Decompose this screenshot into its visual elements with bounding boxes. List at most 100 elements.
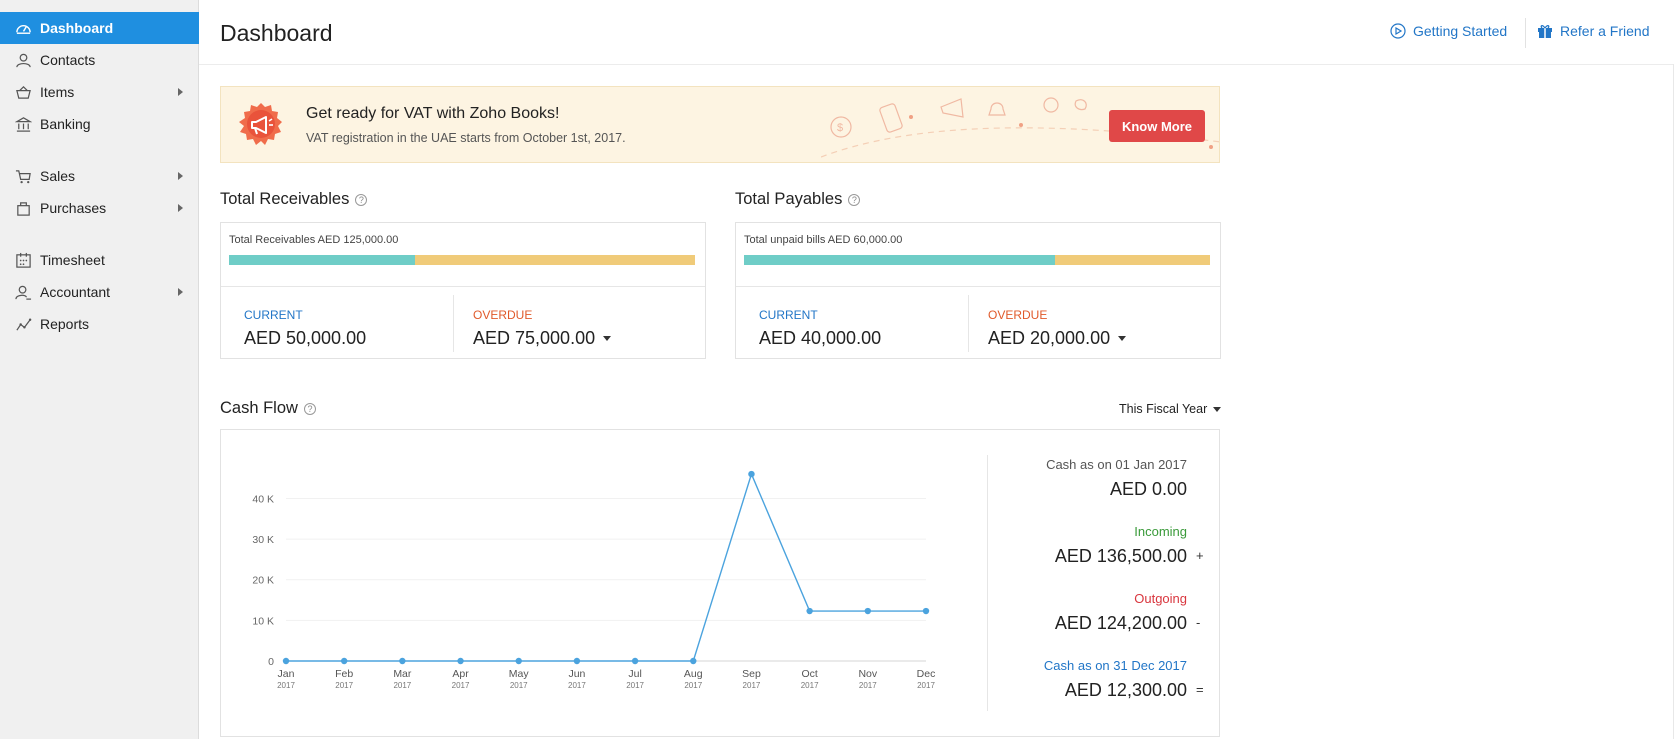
sidebar-item-accountant[interactable]: Accountant xyxy=(0,276,199,308)
accountant-icon xyxy=(14,283,32,301)
x-tick-year-label: 2017 xyxy=(801,681,819,690)
x-tick-year-label: 2017 xyxy=(393,681,411,690)
x-tick-year-label: 2017 xyxy=(743,681,761,690)
x-tick-year-label: 2017 xyxy=(510,681,528,690)
sidebar-item-banking[interactable]: Banking xyxy=(0,108,199,140)
banner-subtitle: VAT registration in the UAE starts from … xyxy=(306,131,626,145)
x-tick-label: Dec xyxy=(917,668,936,680)
card-divider xyxy=(221,286,705,287)
x-tick-label: Jul xyxy=(628,668,641,680)
payables-overdue-dropdown[interactable]: AED 20,000.00 xyxy=(988,328,1127,349)
refer-friend-link[interactable]: Refer a Friend xyxy=(1537,23,1649,39)
getting-started-link[interactable]: Getting Started xyxy=(1390,23,1507,39)
sidebar-item-sales[interactable]: Sales xyxy=(0,160,199,192)
receivables-current-label: CURRENT xyxy=(244,308,303,322)
x-tick-label: Sep xyxy=(742,668,761,680)
getting-started-label: Getting Started xyxy=(1413,23,1508,39)
y-tick-label: 40 K xyxy=(252,493,274,505)
x-tick-label: Nov xyxy=(858,668,877,680)
receivables-overdue-bar xyxy=(415,255,695,265)
sidebar-item-contacts[interactable]: Contacts xyxy=(0,44,199,76)
receivables-current-bar xyxy=(229,255,416,265)
dashboard-icon xyxy=(14,19,32,37)
y-tick-label: 0 xyxy=(268,656,274,668)
data-point xyxy=(748,470,755,478)
x-tick-label: May xyxy=(509,668,530,680)
data-point xyxy=(399,657,406,665)
receivables-summary: Total Receivables AED 125,000.00 xyxy=(229,234,399,246)
x-tick-year-label: 2017 xyxy=(277,681,295,690)
opening-cash-value: AED 0.00 xyxy=(1109,479,1187,499)
sidebar-item-label: Banking xyxy=(40,116,91,132)
receivables-title: Total Receivables ? xyxy=(220,190,368,209)
svg-text:$: $ xyxy=(837,122,843,134)
sidebar-item-label: Dashboard xyxy=(40,20,114,36)
data-point xyxy=(515,657,522,665)
chevron-right-icon xyxy=(178,88,183,96)
help-icon[interactable]: ? xyxy=(848,193,861,206)
period-select-value: This Fiscal Year xyxy=(1119,402,1208,416)
data-point xyxy=(631,657,639,665)
receivables-progress-bar xyxy=(229,255,695,265)
cashflow-divider xyxy=(987,455,988,711)
data-point xyxy=(922,607,930,615)
sidebar-item-dashboard[interactable]: Dashboard xyxy=(0,12,199,44)
cashflow-series-line xyxy=(286,472,926,662)
equals-sign: = xyxy=(1196,682,1204,697)
opening-cash-label: Cash as on 01 Jan 2017 xyxy=(1046,457,1187,472)
receivables-overdue-dropdown[interactable]: AED 75,000.00 xyxy=(473,328,612,349)
payables-card: Total unpaid bills AED 60,000.00 CURRENT… xyxy=(735,222,1221,359)
x-tick-year-label: 2017 xyxy=(859,681,877,690)
closing-cash-value: AED 12,300.00 xyxy=(1064,680,1187,700)
gift-icon xyxy=(1538,25,1552,38)
payables-title: Total Payables ? xyxy=(735,190,861,209)
sidebar-item-items[interactable]: Items xyxy=(0,76,199,108)
chevron-right-icon xyxy=(178,288,183,296)
data-point xyxy=(340,657,348,665)
x-tick-label: Oct xyxy=(801,668,817,680)
x-tick-label: Apr xyxy=(452,668,469,680)
card-column-divider xyxy=(968,295,969,352)
sidebar-item-purchases[interactable]: Purchases xyxy=(0,192,199,224)
receivables-current-value: AED 50,000.00 xyxy=(244,328,367,348)
incoming-value: AED 136,500.00 xyxy=(1054,546,1187,566)
incoming-label: Incoming xyxy=(1134,524,1187,539)
sidebar-item-label: Items xyxy=(40,84,75,100)
x-tick-label: Feb xyxy=(335,668,353,680)
data-point xyxy=(864,607,872,615)
header-divider xyxy=(1525,18,1526,48)
sidebar-item-label: Accountant xyxy=(40,284,111,300)
vat-banner: Get ready for VAT with Zoho Books! VAT r… xyxy=(220,86,1220,163)
x-tick-label: Mar xyxy=(393,668,412,680)
chevron-right-icon xyxy=(178,172,183,180)
payables-summary: Total unpaid bills AED 60,000.00 xyxy=(744,234,903,246)
x-tick-year-label: 2017 xyxy=(335,681,353,690)
y-tick-label: 10 K xyxy=(252,615,274,627)
y-tick-label: 30 K xyxy=(252,534,274,546)
x-tick-label: Jun xyxy=(568,668,585,680)
x-tick-label: Jan xyxy=(278,668,295,680)
sidebar-item-timesheet[interactable]: Timesheet xyxy=(0,244,199,276)
help-icon[interactable]: ? xyxy=(303,402,316,415)
sidebar-item-reports[interactable]: Reports xyxy=(0,308,199,340)
period-select[interactable]: This Fiscal Year xyxy=(1119,402,1222,416)
payables-overdue-label: OVERDUE xyxy=(988,308,1048,322)
help-icon[interactable]: ? xyxy=(355,193,368,206)
cashflow-chart: 010 K20 K30 K40 KJan2017Feb2017Mar2017Ap… xyxy=(252,470,936,690)
payables-current-label: CURRENT xyxy=(759,308,818,322)
card-column-divider xyxy=(453,295,454,352)
know-more-button[interactable]: Know More xyxy=(1109,110,1205,142)
data-point xyxy=(806,607,813,615)
payables-overdue-bar xyxy=(1054,255,1210,265)
caret-down-icon xyxy=(1213,406,1222,412)
outgoing-label: Outgoing xyxy=(1134,591,1187,606)
receivables-overdue-value: AED 75,000.00 xyxy=(473,328,596,348)
receivables-title-text: Total Receivables xyxy=(220,190,350,208)
x-tick-year-label: 2017 xyxy=(452,681,470,690)
card-divider xyxy=(736,286,1220,287)
contacts-icon xyxy=(14,51,32,69)
data-point xyxy=(573,657,581,665)
payables-title-text: Total Payables xyxy=(735,190,843,208)
caret-down-icon xyxy=(1118,336,1127,341)
data-point xyxy=(457,657,464,665)
